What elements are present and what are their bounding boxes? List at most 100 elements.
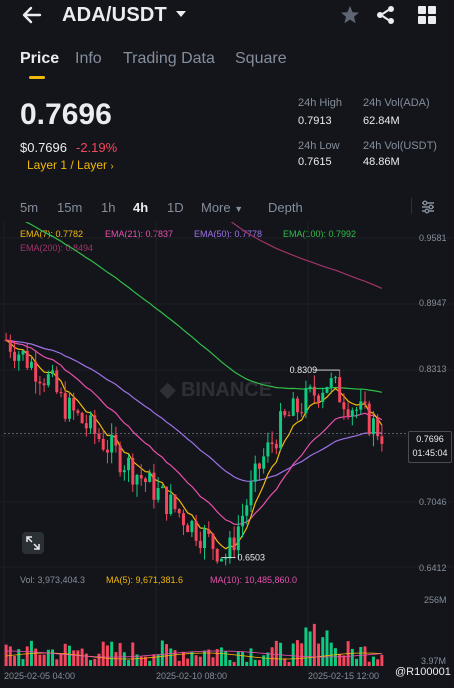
volume-bar (131, 642, 135, 666)
volume-bar (253, 659, 257, 666)
pair-title[interactable]: ADA/USDT (62, 4, 167, 26)
volume-bar (67, 645, 71, 666)
candle-body (42, 383, 46, 386)
volume-bar (169, 648, 173, 666)
binance-watermark-icon: ◆ BINANCE (159, 379, 272, 401)
candle-body (363, 401, 367, 404)
volume-bar (219, 647, 223, 666)
volume-bar (308, 631, 312, 666)
candle-body (325, 386, 329, 393)
volume-bar (371, 656, 375, 666)
volume-bar (143, 656, 147, 666)
volume-bar (21, 659, 25, 666)
interval-5m[interactable]: 5m (20, 200, 39, 215)
stat-vol-ada: 62.84M (363, 115, 400, 127)
chart-settings-icon[interactable] (420, 199, 436, 215)
interval-more[interactable]: More ▼ (201, 200, 243, 215)
volume-bar (236, 651, 240, 666)
candle-body (156, 488, 160, 500)
volume-bar (173, 650, 177, 666)
divider (411, 198, 412, 214)
volume-label: Vol: 3,973,404.3 (20, 575, 86, 585)
stat-vol-usdt-label: 24h Vol(USDT) (363, 140, 437, 152)
interval-4h[interactable]: 4h (133, 200, 149, 215)
volume-bar (181, 651, 185, 666)
low-marker-label: 0.6503 (237, 553, 265, 563)
last-price-value: 0.7696 (416, 434, 444, 444)
volume-bar (55, 659, 59, 666)
candle-body (359, 401, 363, 410)
volume-bar (232, 661, 236, 666)
volume-bar (101, 641, 105, 666)
volume-bar (165, 644, 169, 666)
candle-body (346, 409, 350, 417)
category-tag[interactable]: Layer 1 / Layer › (27, 158, 114, 172)
x-tick: 2025-02-15 12:00 (308, 671, 380, 681)
candle-body (177, 509, 181, 514)
volume-bar (270, 647, 274, 666)
candle-body (257, 463, 261, 469)
ema200-label: EMA(200): 0.8494 (20, 243, 94, 253)
y-tick: 0.6412 (419, 563, 447, 573)
candle-body (25, 350, 29, 368)
volume-bar (312, 623, 316, 666)
volume-bar (329, 642, 333, 666)
candle-body (338, 377, 342, 403)
interval-15m[interactable]: 15m (57, 200, 83, 215)
candlestick-chart[interactable]: ◆ BINANCE 0.8309 0.6503 (0, 222, 454, 688)
volume-bar (262, 655, 266, 666)
candle-body (118, 445, 122, 473)
share-icon[interactable] (375, 4, 397, 26)
candle-body (355, 409, 359, 411)
caret-down-icon: ▼ (234, 204, 244, 214)
volume-bar (160, 640, 164, 666)
caret-down-icon[interactable] (174, 8, 188, 20)
candle-body (181, 513, 185, 526)
stat-vol-ada-label: 24h Vol(ADA) (363, 97, 430, 109)
volume-bar (110, 641, 114, 666)
grid-menu-icon[interactable] (417, 5, 437, 25)
ema-line (5, 339, 383, 550)
volume-bar (135, 654, 139, 666)
back-arrow-icon[interactable] (20, 4, 44, 26)
volume-bar (13, 655, 17, 666)
volume-bar (17, 649, 21, 666)
favorite-star-icon[interactable] (339, 4, 361, 26)
top-bar: ADA/USDT (0, 0, 454, 34)
candle-body (89, 415, 93, 429)
volume-bar (42, 654, 46, 666)
candle-body (274, 444, 278, 449)
volume-bar (300, 643, 304, 666)
volume-bar (177, 660, 181, 666)
tab-square[interactable]: Square (235, 50, 287, 67)
tab-info[interactable]: Info (75, 50, 102, 67)
stat-high: 0.7913 (298, 115, 332, 127)
interval-1h[interactable]: 1h (101, 200, 116, 215)
volume-bar (156, 654, 160, 666)
tab-depth[interactable]: Depth (268, 200, 303, 215)
volume-bar (325, 630, 329, 666)
candle-body (300, 412, 304, 414)
volume-bar (245, 661, 249, 666)
volume-bar (72, 650, 76, 666)
volume-bar (127, 660, 131, 666)
price-change: -2.19% (76, 140, 118, 155)
tab-price[interactable]: Price (20, 50, 60, 67)
volume-bar (59, 653, 63, 666)
fullscreen-button[interactable] (22, 532, 44, 554)
last-price-label: 0.7696 01:45:04 (408, 431, 452, 463)
candle-body (165, 486, 169, 514)
volume-bar (190, 651, 194, 666)
candle-body (131, 457, 135, 485)
volume-bar (376, 659, 380, 666)
volume-bar (207, 649, 211, 666)
volume-bar (359, 647, 363, 666)
candle-body (148, 472, 152, 483)
candle-body (308, 386, 312, 389)
candle-body (84, 423, 88, 429)
interval-1d[interactable]: 1D (167, 200, 184, 215)
volume-bar (139, 656, 143, 666)
tab-trading-data[interactable]: Trading Data (123, 50, 215, 67)
ema21-label: EMA(21): 0.7837 (105, 229, 174, 239)
stat-high-label: 24h High (298, 97, 343, 109)
